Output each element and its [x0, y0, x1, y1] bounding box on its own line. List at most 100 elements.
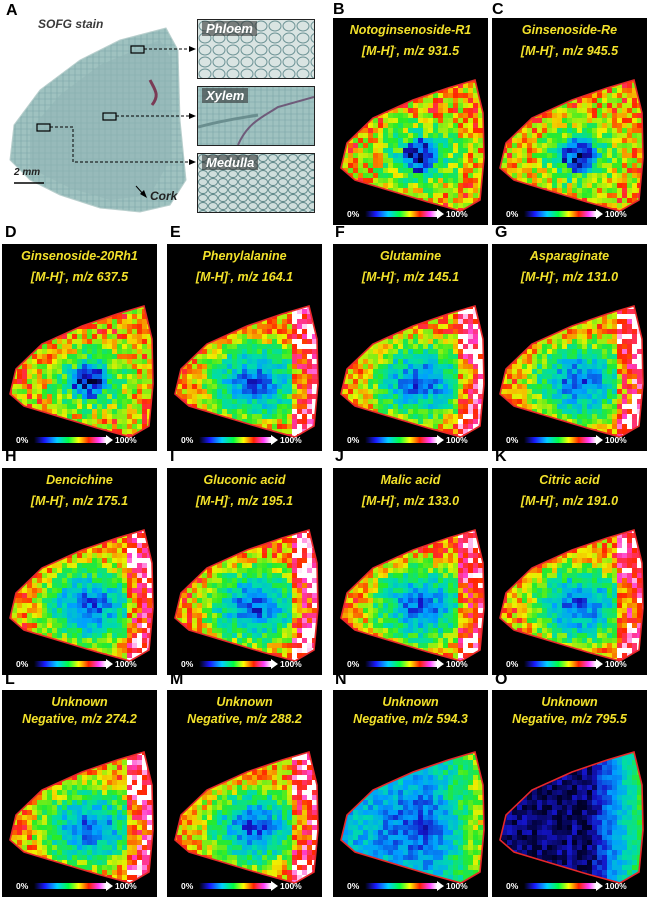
ion-formula: [M-H] — [521, 494, 553, 508]
colorbar-min-label: 0% — [347, 880, 359, 892]
colorbar-gradient — [524, 661, 596, 667]
panel-label-h: H — [5, 449, 17, 465]
colorbar-min-label: 0% — [181, 880, 193, 892]
panel-a: A SOFG stain — [0, 0, 322, 215]
msi-panel-k: Citric acid[M-H]-, m/z 191.0 0%100% — [492, 468, 647, 675]
compound-name: Unknown — [492, 694, 647, 711]
panel-title: Gluconic acid[M-H]-, m/z 195.1 — [167, 472, 322, 510]
panel-label-f: F — [335, 225, 345, 241]
inset-label-medulla: Medulla — [202, 155, 258, 170]
panel-title: Citric acid[M-H]-, m/z 191.0 — [492, 472, 647, 510]
inset-xylem: Xylem — [197, 86, 315, 146]
compound-name: Dencichine — [2, 472, 157, 489]
msi-panel-f: Glutamine[M-H]-, m/z 145.1 0% 100% — [333, 244, 488, 451]
colorbar-min-label: 0% — [347, 434, 359, 446]
ion-formula: [M-H] — [521, 44, 553, 58]
colorbar: 0% 100% — [181, 880, 317, 892]
panel-label-c: C — [492, 2, 504, 18]
colorbar-max-label: 100% — [280, 658, 302, 670]
colorbar: 0% 100% — [347, 208, 483, 220]
panel-label-i: I — [170, 449, 174, 465]
colorbar-min-label: 0% — [16, 880, 28, 892]
panel-label-b: B — [333, 2, 345, 18]
colorbar-gradient — [524, 883, 596, 889]
compound-name: Notoginsenoside-R1 — [333, 22, 488, 39]
cork-label: Cork — [150, 189, 177, 203]
panel-label-m: M — [170, 672, 183, 688]
compound-name: Asparaginate — [492, 248, 647, 265]
colorbar-max-label: 100% — [605, 434, 627, 446]
colorbar-gradient — [365, 883, 437, 889]
colorbar-gradient — [524, 437, 596, 443]
ion-mz: [M-H]-, m/z 175.1 — [2, 489, 157, 510]
colorbar: 0%100% — [506, 658, 642, 670]
colorbar-arrow-icon — [271, 659, 278, 669]
colorbar: 0%100% — [347, 880, 483, 892]
mz-value: , m/z 175.1 — [66, 494, 129, 508]
panel-title: Dencichine[M-H]-, m/z 175.1 — [2, 472, 157, 510]
panel-title: Glutamine[M-H]-, m/z 145.1 — [333, 248, 488, 286]
colorbar-min-label: 0% — [181, 658, 193, 670]
colorbar-min-label: 0% — [506, 658, 518, 670]
msi-panel-i: Gluconic acid[M-H]-, m/z 195.1 0% 100% — [167, 468, 322, 675]
msi-panel-b: Notoginsenoside-R1[M-H]-, m/z 931.5 0% 100… — [333, 18, 488, 225]
colorbar-arrow-icon — [596, 881, 603, 891]
scale-bar-label: 2 mm — [14, 167, 40, 178]
colorbar-max-label: 100% — [280, 880, 302, 892]
colorbar: 0%100% — [347, 658, 483, 670]
colorbar-min-label: 0% — [347, 658, 359, 670]
ion-mz: [M-H]-, m/z 164.1 — [167, 265, 322, 286]
colorbar: 0% 100% — [16, 434, 152, 446]
colorbar: 0%100% — [506, 208, 642, 220]
colorbar-gradient — [34, 661, 106, 667]
mz-value: , m/z 195.1 — [231, 494, 294, 508]
colorbar: 0% 100% — [347, 434, 483, 446]
colorbar-min-label: 0% — [347, 208, 359, 220]
mz-value: , m/z 131.0 — [556, 270, 619, 284]
colorbar-arrow-icon — [106, 659, 113, 669]
panel-label-d: D — [5, 225, 17, 241]
compound-name: Unknown — [2, 694, 157, 711]
colorbar-arrow-icon — [271, 881, 278, 891]
colorbar-max-label: 100% — [605, 880, 627, 892]
ion-formula: [M-H] — [31, 494, 63, 508]
ion-mz: [M-H]-, m/z 133.0 — [333, 489, 488, 510]
panel-title: Ginsenoside-20Rh1[M-H]-, m/z 637.5 — [2, 248, 157, 286]
colorbar-max-label: 100% — [446, 208, 468, 220]
ion-mz: [M-H]-, m/z 131.0 — [492, 265, 647, 286]
colorbar-arrow-icon — [271, 435, 278, 445]
panel-title: Malic acid[M-H]-, m/z 133.0 — [333, 472, 488, 510]
ion-mz: [M-H]-, m/z 931.5 — [333, 39, 488, 60]
colorbar-gradient — [365, 211, 437, 217]
colorbar-gradient — [524, 211, 596, 217]
panel-label-n: N — [335, 672, 347, 688]
mz-value: , m/z 145.1 — [397, 270, 460, 284]
colorbar-min-label: 0% — [16, 434, 28, 446]
panel-title: Phenylalanine[M-H]-, m/z 164.1 — [167, 248, 322, 286]
colorbar-gradient — [365, 437, 437, 443]
colorbar-min-label: 0% — [16, 658, 28, 670]
inset-medulla: Medulla — [197, 153, 315, 213]
panel-label-l: L — [5, 672, 15, 688]
colorbar-max-label: 100% — [115, 434, 137, 446]
msi-panel-e: Phenylalanine[M-H]-, m/z 164.1 0%100% — [167, 244, 322, 451]
compound-name: Ginsenoside-Re — [492, 22, 647, 39]
ion-formula: [M-H] — [362, 270, 394, 284]
colorbar-gradient — [199, 437, 271, 443]
colorbar-max-label: 100% — [446, 434, 468, 446]
colorbar-arrow-icon — [437, 435, 444, 445]
colorbar-min-label: 0% — [506, 208, 518, 220]
colorbar: 0%100% — [181, 434, 317, 446]
ion-formula: [M-H] — [196, 270, 228, 284]
colorbar-arrow-icon — [596, 209, 603, 219]
ion-mz: Negative, m/z 594.3 — [333, 711, 488, 728]
compound-name: Unknown — [333, 694, 488, 711]
